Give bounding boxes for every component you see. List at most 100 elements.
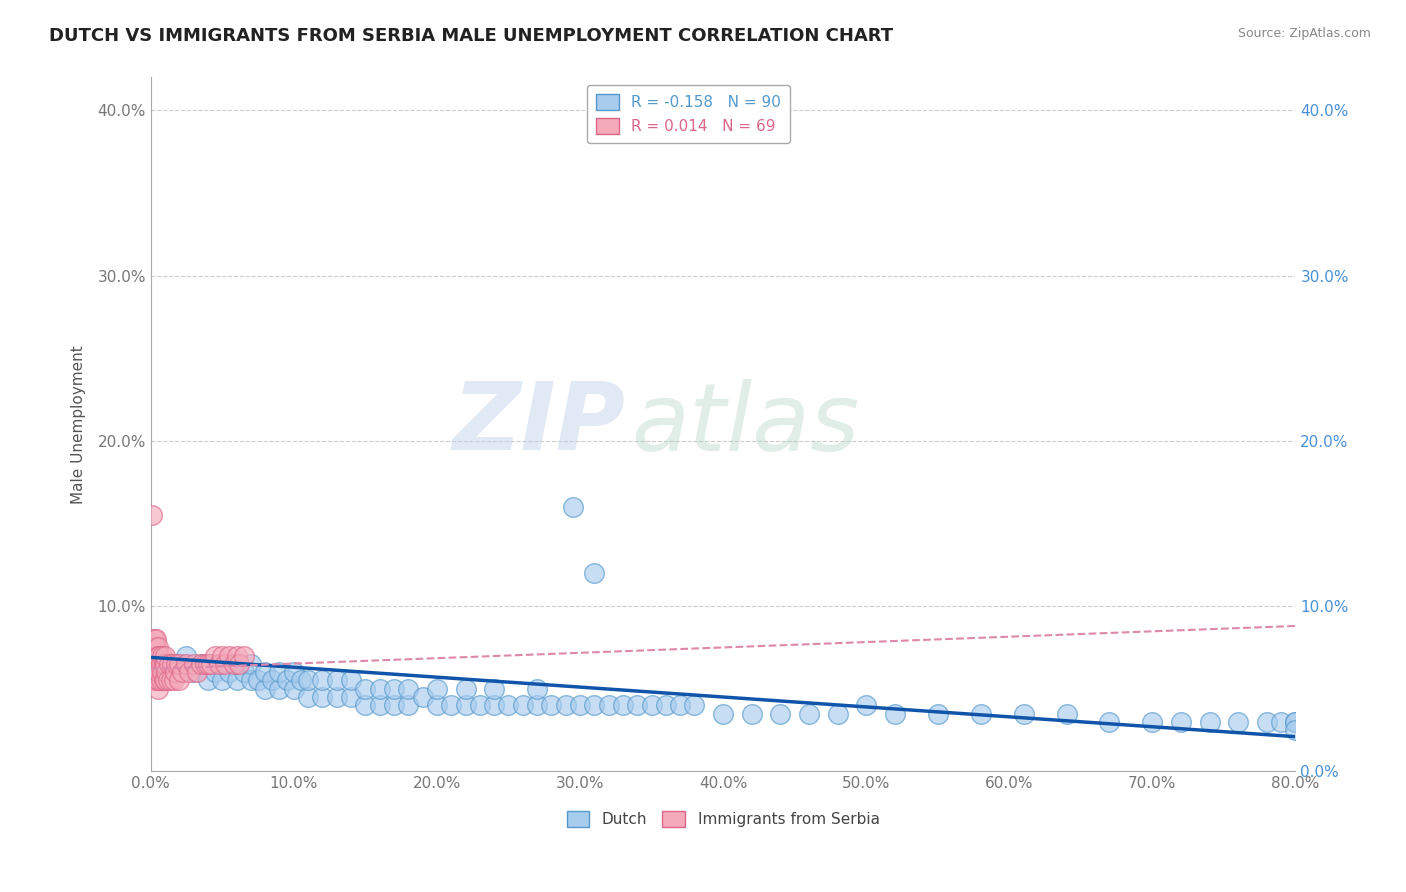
- Immigrants from Serbia: [141, 508, 163, 523]
- Dutch: [146, 648, 169, 663]
- Dutch: [382, 698, 405, 713]
- Dutch: [197, 657, 219, 671]
- Immigrants from Serbia: [146, 673, 169, 688]
- Dutch: [232, 665, 254, 680]
- Dutch: [683, 698, 706, 713]
- Immigrants from Serbia: [194, 657, 217, 671]
- Dutch: [927, 706, 949, 721]
- Dutch: [1098, 714, 1121, 729]
- Text: DUTCH VS IMMIGRANTS FROM SERBIA MALE UNEMPLOYMENT CORRELATION CHART: DUTCH VS IMMIGRANTS FROM SERBIA MALE UNE…: [49, 27, 893, 45]
- Dutch: [340, 690, 363, 704]
- Dutch: [311, 690, 333, 704]
- Dutch: [269, 665, 291, 680]
- Immigrants from Serbia: [146, 657, 169, 671]
- Dutch: [211, 657, 233, 671]
- Immigrants from Serbia: [190, 657, 212, 671]
- Immigrants from Serbia: [218, 648, 240, 663]
- Dutch: [512, 698, 534, 713]
- Immigrants from Serbia: [145, 640, 167, 655]
- Dutch: [276, 673, 298, 688]
- Dutch: [396, 681, 419, 696]
- Dutch: [454, 681, 477, 696]
- Immigrants from Serbia: [146, 640, 169, 655]
- Dutch: [561, 500, 583, 514]
- Immigrants from Serbia: [183, 657, 205, 671]
- Dutch: [526, 698, 548, 713]
- Immigrants from Serbia: [142, 648, 165, 663]
- Dutch: [855, 698, 877, 713]
- Dutch: [269, 681, 291, 696]
- Dutch: [340, 673, 363, 688]
- Dutch: [626, 698, 648, 713]
- Immigrants from Serbia: [228, 657, 250, 671]
- Immigrants from Serbia: [146, 665, 169, 680]
- Dutch: [554, 698, 576, 713]
- Immigrants from Serbia: [200, 657, 222, 671]
- Dutch: [368, 681, 391, 696]
- Dutch: [1227, 714, 1250, 729]
- Dutch: [1284, 714, 1306, 729]
- Dutch: [283, 665, 305, 680]
- Dutch: [454, 698, 477, 713]
- Immigrants from Serbia: [142, 632, 165, 647]
- Dutch: [440, 698, 463, 713]
- Dutch: [797, 706, 820, 721]
- Dutch: [247, 673, 270, 688]
- Immigrants from Serbia: [214, 657, 236, 671]
- Dutch: [218, 665, 240, 680]
- Dutch: [325, 673, 347, 688]
- Immigrants from Serbia: [149, 673, 172, 688]
- Immigrants from Serbia: [156, 673, 179, 688]
- Immigrants from Serbia: [143, 632, 166, 647]
- Dutch: [711, 706, 734, 721]
- Dutch: [297, 673, 319, 688]
- Immigrants from Serbia: [145, 673, 167, 688]
- Immigrants from Serbia: [141, 640, 163, 655]
- Dutch: [569, 698, 592, 713]
- Dutch: [426, 681, 449, 696]
- Dutch: [368, 698, 391, 713]
- Dutch: [1012, 706, 1035, 721]
- Text: atlas: atlas: [631, 379, 859, 470]
- Immigrants from Serbia: [146, 681, 169, 696]
- Immigrants from Serbia: [225, 648, 247, 663]
- Dutch: [612, 698, 634, 713]
- Dutch: [1170, 714, 1192, 729]
- Dutch: [498, 698, 520, 713]
- Dutch: [482, 681, 505, 696]
- Legend: Dutch, Immigrants from Serbia: Dutch, Immigrants from Serbia: [561, 805, 886, 833]
- Dutch: [211, 673, 233, 688]
- Immigrants from Serbia: [179, 665, 201, 680]
- Dutch: [354, 681, 377, 696]
- Immigrants from Serbia: [152, 673, 174, 688]
- Immigrants from Serbia: [145, 648, 167, 663]
- Dutch: [169, 657, 191, 671]
- Immigrants from Serbia: [186, 665, 208, 680]
- Dutch: [583, 698, 606, 713]
- Immigrants from Serbia: [146, 648, 169, 663]
- Dutch: [1198, 714, 1220, 729]
- Dutch: [325, 690, 347, 704]
- Dutch: [540, 698, 562, 713]
- Dutch: [583, 566, 606, 580]
- Immigrants from Serbia: [169, 657, 191, 671]
- Dutch: [482, 698, 505, 713]
- Immigrants from Serbia: [141, 665, 163, 680]
- Dutch: [1142, 714, 1164, 729]
- Immigrants from Serbia: [169, 673, 191, 688]
- Text: Source: ZipAtlas.com: Source: ZipAtlas.com: [1237, 27, 1371, 40]
- Immigrants from Serbia: [155, 665, 177, 680]
- Immigrants from Serbia: [148, 648, 170, 663]
- Dutch: [239, 657, 262, 671]
- Dutch: [526, 681, 548, 696]
- Dutch: [426, 698, 449, 713]
- Dutch: [262, 673, 284, 688]
- Immigrants from Serbia: [153, 673, 176, 688]
- Immigrants from Serbia: [157, 657, 180, 671]
- Immigrants from Serbia: [152, 657, 174, 671]
- Dutch: [354, 698, 377, 713]
- Dutch: [283, 681, 305, 696]
- Immigrants from Serbia: [176, 657, 198, 671]
- Dutch: [290, 673, 312, 688]
- Dutch: [669, 698, 692, 713]
